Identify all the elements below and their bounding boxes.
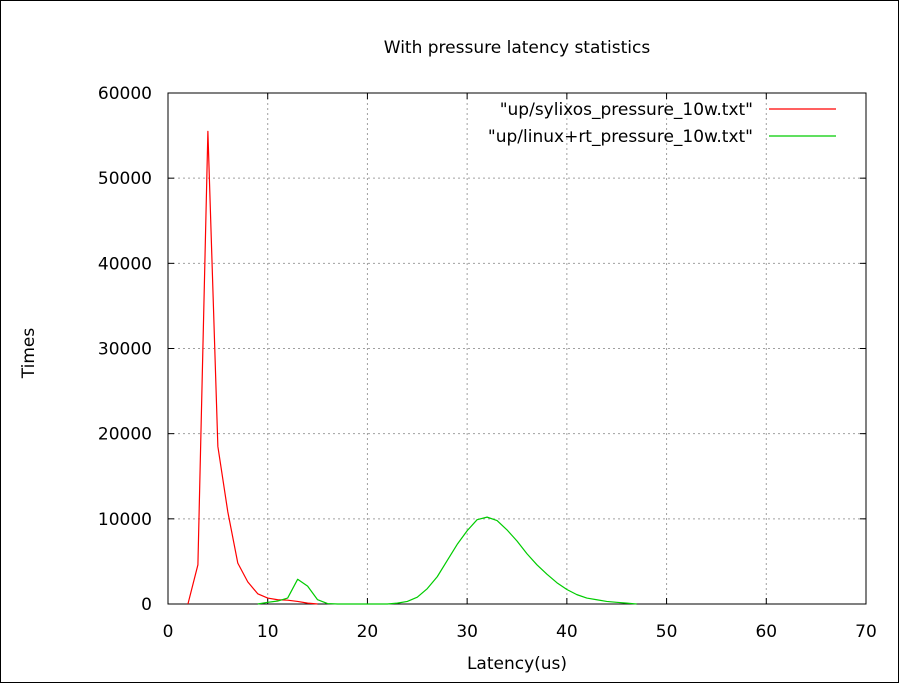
y-tick-label: 50000 <box>98 169 152 189</box>
y-tick-label: 40000 <box>98 254 152 274</box>
legend: "up/sylixos_pressure_10w.txt" "up/linux+r… <box>488 100 836 147</box>
y-axis-label: Times <box>19 328 39 380</box>
legend-label-1: "up/sylixos_pressure_10w.txt" <box>500 100 753 120</box>
y-tick-label: 30000 <box>98 340 152 360</box>
series-line-2 <box>257 516 637 605</box>
x-tick-label: 30 <box>456 622 478 642</box>
legend-label-2: "up/linux+rt_pressure_10w.txt" <box>488 127 753 147</box>
plot-border <box>167 92 867 605</box>
x-tick-label: 60 <box>755 622 777 642</box>
x-tick-label: 0 <box>163 622 174 642</box>
grid-layer <box>168 93 866 604</box>
chart-title: With pressure latency statistics <box>384 38 651 58</box>
series-line-1 <box>187 130 318 605</box>
x-tick-label: 20 <box>357 622 379 642</box>
x-tick-label: 70 <box>855 622 877 642</box>
x-tick-label: 40 <box>556 622 578 642</box>
y-tick-label: 0 <box>141 595 152 615</box>
y-tick-label: 10000 <box>98 510 152 530</box>
x-axis-label: Latency(us) <box>467 654 567 674</box>
x-tick-label: 50 <box>656 622 678 642</box>
y-tick-label: 20000 <box>98 425 152 445</box>
tick-layer: 0 10 20 30 40 50 60 70 0 10000 20000 30000 40000 5000… <box>98 84 877 642</box>
x-tick-label: 10 <box>257 622 279 642</box>
y-tick-label: 60000 <box>98 84 152 104</box>
series-layer <box>187 130 637 605</box>
